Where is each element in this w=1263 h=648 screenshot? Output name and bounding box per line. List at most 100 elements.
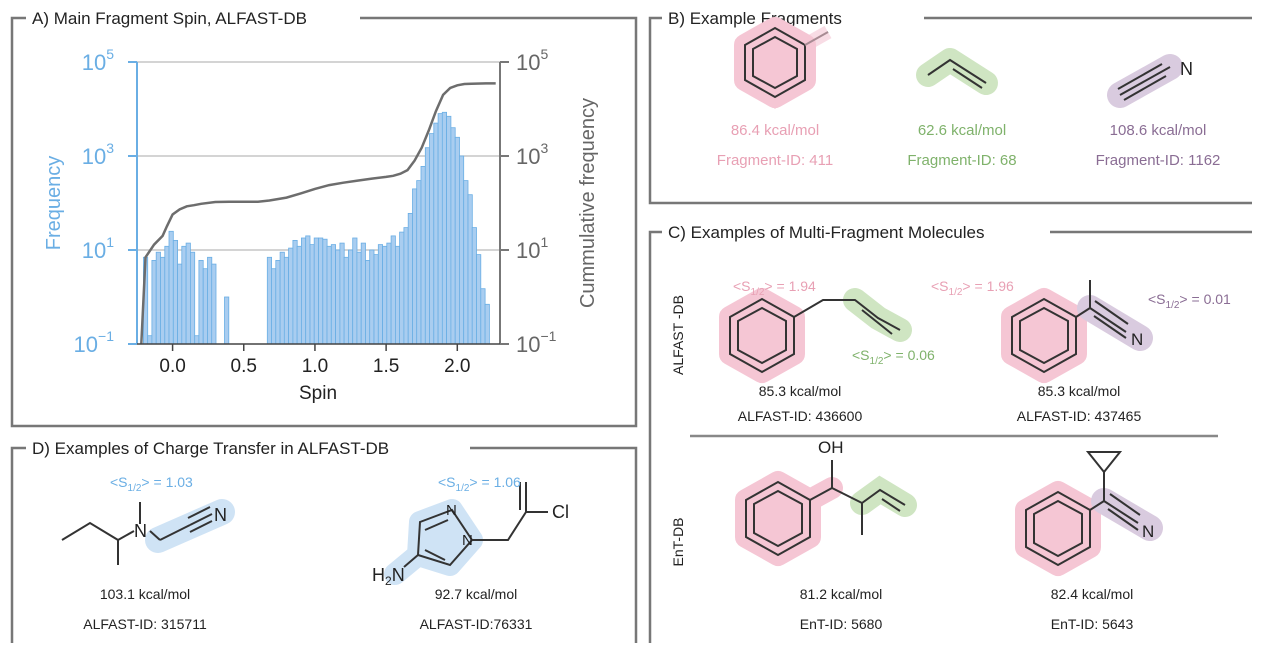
histogram-bar bbox=[373, 254, 379, 345]
histogram-bar bbox=[339, 242, 345, 345]
histogram-bar bbox=[322, 238, 328, 345]
histogram-bar bbox=[390, 235, 396, 345]
y2-axis-label: Cummulative frequency bbox=[577, 98, 599, 308]
y-axis-label: Frequency bbox=[43, 156, 65, 251]
molecule-d2: N N Cl H2N bbox=[372, 482, 569, 588]
x-tick-label: 0.5 bbox=[231, 356, 257, 377]
molecule-c4: N bbox=[1015, 451, 1163, 576]
fragment-energy: 108.6 kcal/mol bbox=[1110, 122, 1207, 139]
row-label-alfast: ALFAST -DB bbox=[670, 295, 686, 375]
histogram-bar bbox=[296, 245, 302, 345]
fragment-id: Fragment-ID: 411 bbox=[717, 152, 833, 169]
y-tick-label: 105 bbox=[82, 46, 114, 75]
fragment-id: Fragment-ID: 1162 bbox=[1096, 152, 1221, 169]
amine-label: H2N bbox=[372, 565, 405, 588]
histogram-bar bbox=[347, 249, 354, 345]
spin-label: <S1/2> = 0.06 bbox=[852, 347, 935, 367]
histogram-bar bbox=[377, 244, 383, 345]
histogram-bar bbox=[283, 256, 289, 345]
molecule-id: EnT-ID: 5643 bbox=[1051, 616, 1134, 632]
histogram-bar bbox=[365, 259, 371, 345]
molecule-id: ALFAST-ID: 437465 bbox=[1017, 408, 1142, 424]
histogram-bar bbox=[441, 111, 447, 345]
allyl-fragment bbox=[916, 48, 998, 95]
row-label-ent: EnT-DB bbox=[670, 517, 686, 566]
right-tick-labels: 105 103 101 10−1 bbox=[516, 46, 557, 357]
y2-tick-label: 101 bbox=[516, 234, 548, 263]
histogram-bar bbox=[309, 244, 315, 345]
molecule-id: ALFAST-ID:76331 bbox=[420, 616, 533, 632]
panel-b: B) Example Fragments 86.4 kcal/mol Fragm… bbox=[648, 9, 1252, 205]
spin-label: <S1/2> = 1.03 bbox=[110, 474, 193, 494]
histogram-bar bbox=[172, 239, 179, 345]
histogram-bar bbox=[207, 256, 213, 345]
histogram-bar bbox=[313, 237, 319, 345]
spin-histogram-chart: 105 103 101 10−1 105 103 101 10−1 0.0 0.5… bbox=[43, 46, 599, 404]
molecule-energy: 92.7 kcal/mol bbox=[435, 586, 517, 602]
histogram-bar bbox=[446, 115, 452, 345]
histogram-bar bbox=[386, 242, 392, 345]
histogram-bar bbox=[343, 256, 349, 345]
x-tick-label: 1.5 bbox=[373, 356, 399, 377]
histogram-bar bbox=[147, 335, 153, 345]
y2-tick-label: 103 bbox=[516, 140, 548, 169]
histogram-bar bbox=[335, 249, 341, 345]
histogram-bar bbox=[326, 245, 332, 345]
y-tick-label: 103 bbox=[82, 140, 114, 169]
y-tick-label: 10−1 bbox=[74, 328, 115, 357]
hydroxyl-label: OH bbox=[818, 438, 844, 457]
panel-c-title: C) Examples of Multi-Fragment Molecules bbox=[668, 223, 984, 242]
molecule-energy: 85.3 kcal/mol bbox=[1038, 383, 1120, 399]
histogram-bar bbox=[403, 227, 409, 345]
y-tick-label: 101 bbox=[82, 234, 114, 263]
panel-d-title: D) Examples of Charge Transfer in ALFAST… bbox=[32, 439, 389, 458]
histogram-bar bbox=[450, 127, 456, 345]
histogram-bar bbox=[463, 180, 469, 345]
chlorine-label: Cl bbox=[552, 502, 569, 522]
histogram-bar bbox=[484, 303, 490, 345]
histogram-bar bbox=[211, 263, 217, 345]
molecule-c1 bbox=[719, 288, 912, 383]
histogram-bar bbox=[356, 251, 362, 345]
histogram-bar bbox=[275, 259, 281, 345]
spin-label: <S1/2> = 1.06 bbox=[438, 474, 521, 494]
histogram-bar bbox=[471, 227, 477, 345]
histogram-bar bbox=[394, 245, 401, 345]
histogram-bar bbox=[318, 237, 324, 345]
molecule-id: ALFAST-ID: 315711 bbox=[83, 616, 207, 632]
histogram-bar bbox=[155, 251, 161, 345]
histogram-bar bbox=[189, 251, 196, 345]
spin-label: <S1/2> = 0.01 bbox=[1148, 291, 1231, 311]
histogram-bar bbox=[202, 268, 208, 345]
histogram-bar bbox=[300, 237, 307, 345]
histogram-bar bbox=[151, 259, 157, 345]
molecule-id: ALFAST-ID: 436600 bbox=[738, 408, 863, 424]
histogram-bar bbox=[177, 263, 183, 345]
x-tick-label: 0.0 bbox=[159, 356, 185, 377]
fragment-id: Fragment-ID: 68 bbox=[907, 152, 1016, 169]
histogram-bar bbox=[266, 256, 272, 345]
pyrazole-n1-label: N bbox=[446, 502, 457, 519]
histogram-bar bbox=[437, 113, 443, 345]
panel-d: D) Examples of Charge Transfer in ALFAST… bbox=[10, 439, 638, 643]
panel-b-title: B) Example Fragments bbox=[668, 9, 842, 28]
y2-tick-label: 105 bbox=[516, 46, 548, 75]
histogram-bar bbox=[224, 296, 230, 345]
histogram-bar bbox=[399, 231, 405, 345]
histogram-bar bbox=[429, 133, 435, 345]
histogram-bar bbox=[476, 254, 482, 345]
histogram-bar bbox=[168, 230, 174, 345]
histogram-bar bbox=[164, 245, 170, 345]
histogram-bar bbox=[288, 247, 294, 345]
histogram-bar bbox=[279, 251, 285, 345]
molecule-c2: N bbox=[1001, 280, 1153, 383]
nitrogen-atom-label: N bbox=[1142, 522, 1154, 541]
molecule-energy: 103.1 kcal/mol bbox=[100, 586, 190, 602]
histogram-bar bbox=[416, 180, 422, 345]
histogram-bar bbox=[292, 239, 298, 345]
x-axis-label: Spin bbox=[299, 383, 337, 404]
histogram-bar bbox=[185, 242, 191, 345]
pyrazole-n2-label: N bbox=[462, 532, 473, 549]
nitrogen-atom-label: N bbox=[1180, 59, 1193, 79]
